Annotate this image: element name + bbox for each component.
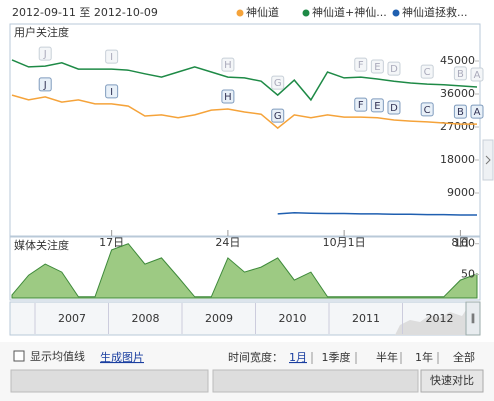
make-image[interactable]: 生成图片 (100, 350, 144, 364)
year-label: 2007 (58, 312, 86, 325)
flag-box[interactable] (370, 59, 384, 74)
main-frame (9, 23, 481, 237)
flag-box[interactable] (105, 84, 119, 99)
flag-label[interactable]: F (358, 100, 364, 111)
flag-label[interactable]: B (457, 107, 464, 118)
year-label: 2012 (426, 312, 454, 325)
flag-box[interactable] (470, 104, 484, 119)
series-line (11, 59, 478, 102)
flag-box[interactable] (271, 108, 285, 123)
flag-label[interactable]: H (224, 60, 232, 71)
flag-box[interactable] (271, 75, 285, 90)
flag-box[interactable] (354, 97, 368, 112)
legend-dot (392, 9, 400, 17)
flag-label[interactable]: G (274, 111, 282, 122)
flag-label[interactable]: E (374, 62, 380, 73)
flag-box[interactable] (38, 46, 52, 61)
x-tick-label: 8日 (451, 236, 469, 249)
flag-box[interactable] (221, 57, 235, 72)
year-label: 2010 (279, 312, 307, 325)
flag-box[interactable] (387, 61, 401, 76)
y-tick-label: 45000 (440, 54, 475, 67)
x-tick-label: 24日 (215, 236, 240, 249)
side-arrow (485, 155, 491, 165)
compare-label[interactable]: 快速对比 (430, 373, 474, 387)
search-input-1[interactable] (10, 369, 209, 393)
range-link[interactable]: 1年 (415, 350, 433, 364)
y-tick-label: 50 (461, 268, 475, 281)
side-scroll[interactable] (482, 139, 494, 181)
search-input-2[interactable] (212, 369, 419, 393)
flag-label[interactable]: H (224, 92, 232, 103)
year-label: 2009 (205, 312, 233, 325)
timeline-mini (395, 310, 466, 335)
flag-label[interactable]: J (43, 49, 47, 60)
flag-box[interactable] (105, 49, 119, 64)
x-tick-label: 10月1日 (323, 236, 366, 249)
compare-button[interactable] (420, 369, 484, 393)
legend-label[interactable]: 神仙道 (246, 5, 279, 19)
flag-label[interactable]: D (390, 103, 398, 114)
y-tick-label: 36000 (440, 87, 475, 100)
timeline-handle[interactable] (465, 301, 481, 336)
mean-checkbox[interactable] (13, 350, 25, 362)
flag-label[interactable]: I (110, 52, 113, 63)
y-tick-label: 27000 (440, 120, 475, 133)
flag-label[interactable]: I (110, 87, 113, 98)
flag-label[interactable]: C (424, 67, 431, 78)
chart-title: 媒体关注度 (14, 238, 69, 252)
flag-label[interactable]: G (274, 78, 282, 89)
flag-label[interactable]: F (358, 60, 364, 71)
range-link[interactable]: 全部 (453, 350, 475, 364)
y-tick-label: 100 (454, 237, 475, 250)
range-link[interactable]: 1月 (289, 351, 307, 364)
flag-label[interactable]: B (457, 69, 464, 80)
width-label: 时间宽度： (228, 350, 283, 364)
date-range: 2012-09-11 至 2012-10-09 (12, 6, 158, 19)
range-link[interactable]: 半年 (376, 350, 398, 364)
flag-label[interactable]: C (424, 105, 431, 116)
x-tick-label: 17日 (99, 236, 124, 249)
legend-label[interactable]: 神仙道拯救... (402, 5, 468, 19)
flag-box[interactable] (453, 66, 467, 81)
handle-grip: ‖ (471, 313, 476, 324)
year-label: 2008 (132, 312, 160, 325)
legend-dot (302, 9, 310, 17)
legend-dot (236, 9, 244, 17)
flag-label[interactable]: A (474, 70, 481, 81)
flag-label[interactable]: E (374, 101, 380, 112)
flag-label[interactable]: J (43, 80, 47, 91)
flag-box[interactable] (38, 77, 52, 92)
flag-box[interactable] (470, 67, 484, 82)
year-label: 2011 (352, 312, 380, 325)
flag-box[interactable] (420, 64, 434, 79)
flag-box[interactable] (370, 98, 384, 113)
media-area (11, 243, 478, 299)
flag-box[interactable] (420, 102, 434, 117)
mean-label[interactable]: 显示均值线 (30, 349, 85, 363)
chart-title: 用户关注度 (14, 25, 69, 39)
series-line (11, 94, 477, 130)
flag-label[interactable]: D (390, 64, 398, 75)
y-tick-label: 9000 (447, 186, 475, 199)
legend-label[interactable]: 神仙道+神仙... (312, 5, 387, 19)
flag-box[interactable] (453, 104, 467, 119)
flag-box[interactable] (221, 89, 235, 104)
flag-box[interactable] (354, 57, 368, 72)
series-line (277, 212, 477, 216)
flag-box[interactable] (387, 100, 401, 115)
y-tick-label: 18000 (440, 153, 475, 166)
flag-label[interactable]: A (474, 107, 481, 118)
range-link[interactable]: 1季度 (322, 350, 351, 364)
